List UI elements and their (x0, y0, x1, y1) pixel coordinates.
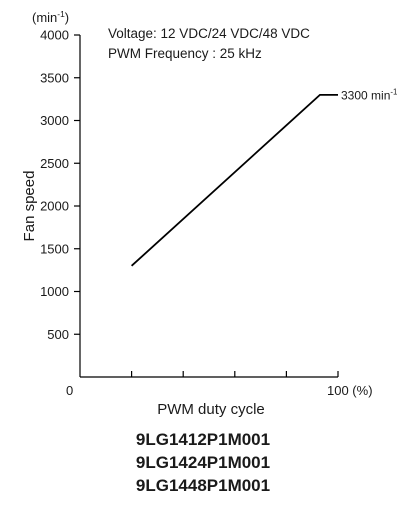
x-tick-label: 0 (66, 383, 73, 398)
model-number: 9LG1448P1M001 (135, 476, 271, 495)
y-tick-label: 500 (47, 327, 69, 342)
y-tick-label: 1500 (40, 241, 69, 256)
y-tick-label: 3000 (40, 113, 69, 128)
y-tick-label: 4000 (40, 28, 69, 43)
y-tick-label: 2500 (40, 156, 69, 171)
y-tick-label: 1000 (40, 284, 69, 299)
x-axis-label: PWM duty cycle (157, 401, 265, 418)
model-list: 9LG1412P1M001 9LG1424P1M001 9LG1448P1M00… (0, 428, 406, 497)
y-unit-label: (min-1) (32, 9, 69, 25)
chart-annotation: Voltage: 12 VDC/24 VDC/48 VDC (108, 26, 310, 41)
y-tick-label: 2000 (40, 199, 69, 214)
y-axis-label: Fan speed (21, 171, 38, 242)
series-line (130, 93, 338, 267)
chart-annotation: PWM Frequency : 25 kHz (108, 46, 262, 61)
model-number: 9LG1412P1M001 (135, 430, 271, 449)
fan-speed-chart: 500 1000 1500 2000 2500 3000 3500 4000 0 100 (%) (… (21, 9, 397, 418)
x-tick-label: 100 (%) (327, 383, 373, 398)
end-value-label: 3300 min-1 (341, 87, 397, 102)
model-number: 9LG1424P1M001 (135, 453, 271, 472)
y-tick-label: 3500 (40, 70, 69, 85)
